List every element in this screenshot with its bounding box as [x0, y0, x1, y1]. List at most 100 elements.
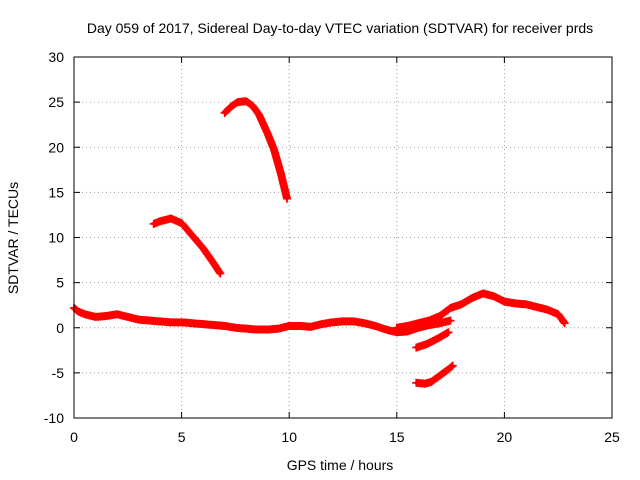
data-point	[233, 326, 237, 330]
data-point	[223, 111, 227, 115]
data-point	[266, 328, 270, 332]
data-point	[201, 322, 205, 326]
data-point	[244, 327, 248, 331]
data-point	[406, 329, 410, 333]
data-point	[535, 305, 539, 309]
series-markers	[412, 328, 453, 352]
data-point	[218, 272, 222, 276]
data-point	[180, 221, 184, 225]
data-point	[459, 302, 463, 306]
data-point	[76, 310, 80, 314]
data-point	[158, 319, 162, 323]
data-point	[556, 312, 560, 316]
data-point	[449, 306, 453, 310]
x-tick-label: 25	[604, 429, 620, 445]
data-point	[147, 319, 151, 323]
series-late-trace	[392, 289, 569, 332]
data-point	[266, 132, 270, 136]
data-point	[229, 105, 233, 109]
data-point	[341, 319, 345, 323]
plot-frame	[73, 56, 613, 419]
data-point	[126, 315, 130, 319]
data-point	[438, 374, 442, 378]
series-markers	[149, 214, 225, 278]
data-point	[272, 148, 276, 152]
data-point	[446, 367, 450, 371]
data-point	[395, 326, 399, 330]
y-tick-label: 10	[48, 230, 64, 246]
data-point	[513, 301, 517, 305]
data-point	[563, 321, 567, 325]
x-tick-label: 5	[178, 429, 186, 445]
data-point	[94, 315, 98, 319]
data-point	[309, 325, 313, 329]
series-early-arc	[149, 214, 225, 278]
data-point	[524, 302, 528, 306]
data-point	[255, 328, 259, 332]
data-point	[425, 342, 429, 346]
data-layer	[70, 97, 569, 388]
series-markers	[220, 97, 292, 203]
y-tick-label: 5	[56, 275, 64, 291]
data-point	[429, 380, 433, 384]
data-point	[83, 312, 87, 316]
data-point	[169, 320, 173, 324]
data-point	[451, 364, 455, 368]
data-point	[190, 321, 194, 325]
x-tick-label: 15	[389, 429, 405, 445]
data-point	[212, 323, 216, 327]
data-point	[201, 246, 205, 250]
series-markers	[392, 289, 569, 332]
data-point	[384, 328, 388, 332]
data-point	[276, 327, 280, 331]
data-point	[104, 314, 108, 318]
y-tick-label: 25	[48, 94, 64, 110]
y-tick-label: 0	[56, 320, 64, 336]
data-point	[158, 219, 162, 223]
y-tick-label: 30	[48, 49, 64, 65]
data-point	[180, 320, 184, 324]
x-tick-label: 20	[497, 429, 513, 445]
data-point	[416, 321, 420, 325]
y-tick-label: -10	[44, 410, 64, 426]
data-point	[446, 330, 450, 334]
y-tick-label: -5	[52, 365, 65, 381]
data-point	[352, 319, 356, 323]
data-point	[414, 381, 418, 385]
y-tick-label: 20	[48, 139, 64, 155]
y-axis-label: SDTVAR / TECUs	[5, 182, 21, 294]
data-point	[257, 113, 261, 117]
data-point	[298, 324, 302, 328]
data-point	[470, 296, 474, 300]
data-point	[406, 324, 410, 328]
data-point	[423, 382, 427, 386]
data-point	[279, 171, 283, 175]
data-point	[236, 100, 240, 104]
data-point	[115, 312, 119, 316]
y-tick-label: 15	[48, 184, 64, 200]
series-markers	[412, 361, 457, 388]
data-point	[438, 321, 442, 325]
grid-layer	[74, 57, 612, 418]
data-point	[545, 308, 549, 312]
data-point	[212, 262, 216, 266]
series-high-arc	[220, 97, 292, 203]
series-negative-arc-2	[412, 361, 457, 388]
data-point	[436, 337, 440, 341]
data-point	[169, 217, 173, 221]
data-point	[287, 324, 291, 328]
data-point	[363, 321, 367, 325]
data-point	[373, 324, 377, 328]
axis-layer: 0 5 10 15 20 25 -10 -5 0 5 10 15 20 25 30	[44, 49, 620, 445]
data-point	[137, 318, 141, 322]
data-point	[244, 99, 248, 103]
data-point	[492, 294, 496, 298]
data-point	[481, 291, 485, 295]
chart-title: Day 059 of 2017, Sidereal Day-to-day VTE…	[87, 20, 593, 36]
data-point	[449, 319, 453, 323]
data-point	[414, 346, 418, 350]
x-tick-label: 0	[70, 429, 78, 445]
data-point	[190, 234, 194, 238]
